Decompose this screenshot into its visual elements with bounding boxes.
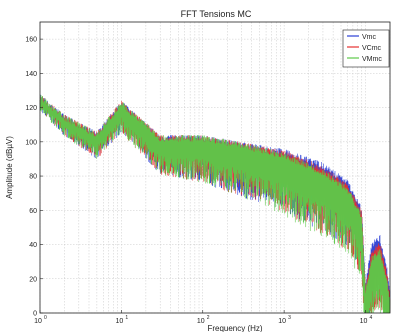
- x-tick-label: 10: [197, 318, 205, 325]
- y-tick-label: 60: [29, 208, 37, 215]
- x-tick-exponent: 1: [125, 315, 128, 321]
- legend-label-vcmc: VCmc: [362, 45, 382, 52]
- legend: Vmc VCmc VMmc: [342, 29, 390, 68]
- y-tick-label: 100: [25, 139, 37, 146]
- x-tick-exponent: 4: [370, 315, 373, 321]
- x-tick-label: 10: [360, 318, 368, 325]
- x-tick-exponent: 2: [207, 315, 210, 321]
- legend-label-vmmc: VMmc: [362, 56, 382, 63]
- y-tick-label: 120: [25, 105, 37, 112]
- y-axis-label: Amplitude (dBµV): [5, 136, 14, 199]
- legend-label-vmc: Vmc: [362, 34, 377, 41]
- x-tick-label: 10: [278, 318, 286, 325]
- x-tick-exponent: 0: [44, 315, 47, 321]
- series-line-vmmc: [39, 95, 391, 314]
- chart-title: FFT Tensions MC: [181, 9, 252, 19]
- series-lines: [39, 94, 391, 314]
- x-tick-label: 10: [34, 318, 42, 325]
- plot-frame: [39, 21, 391, 314]
- x-tick-exponent: 3: [288, 315, 291, 321]
- y-tick-label: 0: [33, 311, 37, 318]
- x-axis-label: Frequency (Hz): [207, 324, 262, 332]
- y-tick-label: 20: [29, 276, 37, 283]
- y-tick-label: 40: [29, 242, 37, 249]
- y-tick-label: 80: [29, 174, 37, 181]
- x-tick-label: 10: [115, 318, 123, 325]
- y-tick-label: 160: [25, 37, 37, 44]
- y-tick-label: 140: [25, 71, 37, 78]
